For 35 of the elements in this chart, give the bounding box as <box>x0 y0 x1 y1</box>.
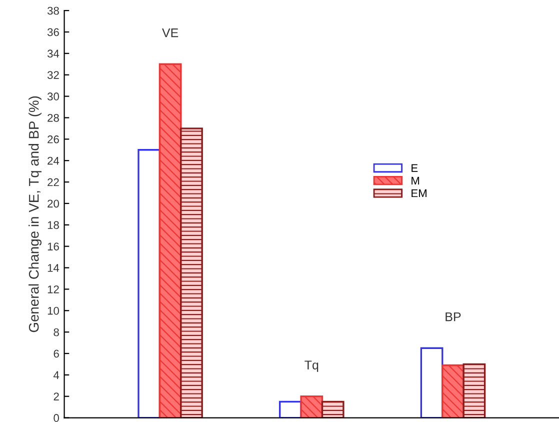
legend-label: E <box>412 164 418 172</box>
bar <box>180 128 203 418</box>
y-tick-label: 12 <box>48 285 59 294</box>
y-tick-label: 36 <box>47 28 59 36</box>
x-tick-label: BP <box>446 312 461 322</box>
bar <box>321 400 344 418</box>
y-tick-label: 4 <box>54 371 60 379</box>
y-tick-label: 10 <box>48 306 59 315</box>
y-tick-label: 32 <box>47 71 59 79</box>
y-tick-label: 26 <box>48 135 59 144</box>
y-tick-label: 38 <box>47 6 59 15</box>
y-tick-label: 34 <box>47 50 60 58</box>
bar <box>138 149 161 418</box>
y-tick-label: 30 <box>47 92 59 100</box>
y-tick-label: 22 <box>48 178 59 186</box>
bar <box>420 347 444 418</box>
y-tick-label: 18 <box>48 221 59 230</box>
legend-label: M <box>412 176 420 184</box>
y-tick-label: 0 <box>54 414 59 422</box>
y-tick-label: 6 <box>54 350 59 358</box>
y-axis-title: General Change in VE, Tq and BP (%) <box>28 96 42 332</box>
legend-label: EM <box>412 189 426 198</box>
y-tick-label: 20 <box>48 200 59 208</box>
y-tick-label: 28 <box>48 114 59 122</box>
y-tick-label: 24 <box>48 156 60 165</box>
y-tick-label: 16 <box>48 242 59 250</box>
y-tick-label: 8 <box>54 328 59 336</box>
y-tick-label: 2 <box>54 392 59 400</box>
x-tick-label: Tq <box>304 360 318 372</box>
y-tick-label: 14 <box>48 264 60 272</box>
x-tick-label: VE <box>162 28 178 38</box>
bar <box>462 363 486 418</box>
bar <box>300 396 324 418</box>
bar <box>158 63 182 418</box>
bar <box>442 364 464 418</box>
